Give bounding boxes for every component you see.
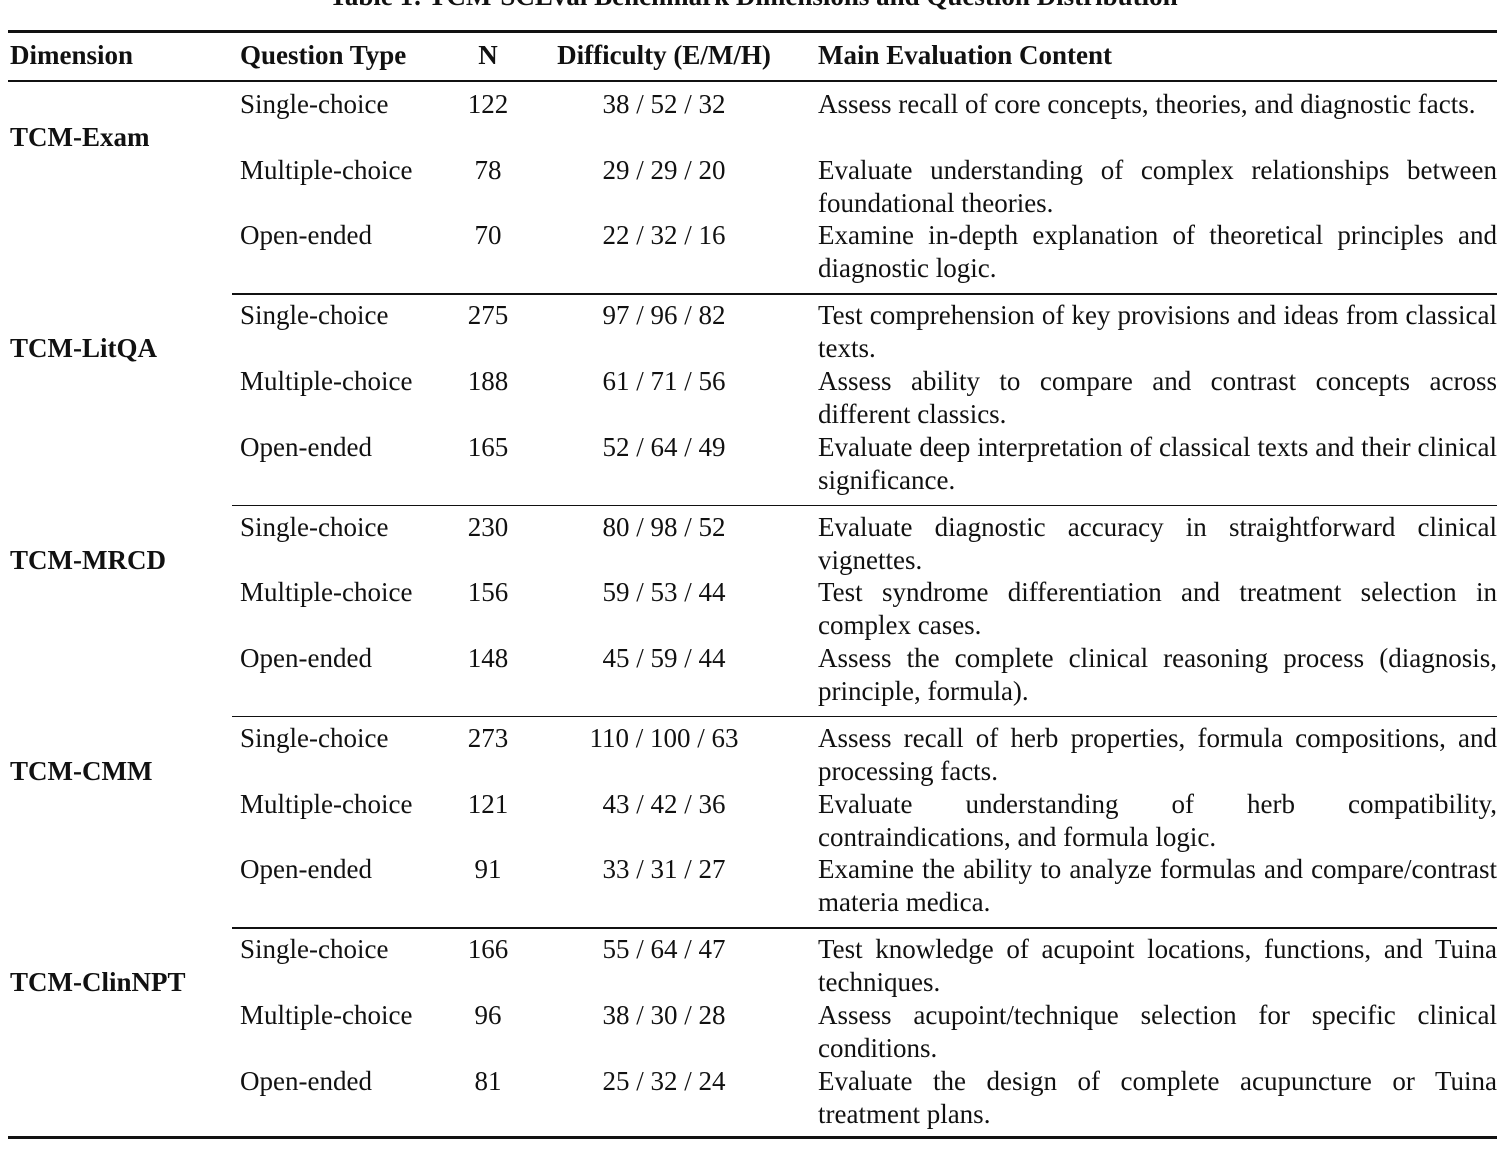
n-cell: 188: [467, 366, 509, 396]
dimension-cell: TCM-CMM: [10, 755, 153, 786]
content-cell: Evaluate diagnostic accuracy in straight…: [818, 511, 1497, 575]
type-cell: Single-choice: [240, 934, 389, 965]
n-cell: 166: [467, 934, 509, 965]
type-cell: Single-choice: [240, 511, 389, 542]
n-cell: 122: [467, 89, 509, 119]
group-rule: [232, 504, 1497, 507]
type-cell: Multiple-choice: [240, 154, 413, 185]
n-cell: 81: [474, 1065, 502, 1096]
n-cell: 165: [467, 431, 509, 462]
dimension-cell: TCM-ClinNPT: [10, 967, 186, 998]
bottom-rule: [8, 1136, 1497, 1139]
n-cell: 78: [474, 154, 502, 185]
n-cell: 96: [474, 999, 502, 1030]
type-cell: Open-ended: [240, 1065, 372, 1096]
content-cell: Assess ability to compare and contrast c…: [818, 366, 1497, 429]
content-cell: Evaluate understanding of complex relati…: [818, 154, 1497, 218]
content-cell: Evaluate the design of complete acupunct…: [818, 1065, 1497, 1129]
n-cell: 230: [467, 511, 509, 542]
difficulty-cell: 38 / 52 / 32: [602, 89, 726, 119]
content-cell: Evaluate understanding of herb compatibi…: [818, 788, 1497, 852]
n-cell: 148: [467, 643, 509, 673]
table-caption: Table 1: TCM-SCEval Benchmark Dimensions…: [0, 0, 1507, 13]
group-rule: [232, 927, 1497, 929]
n-cell: 156: [467, 577, 509, 608]
type-cell: Multiple-choice: [240, 999, 413, 1030]
difficulty-cell: 80 / 98 / 52: [602, 511, 726, 542]
top-rule: [8, 30, 1497, 33]
group-rule: [232, 293, 1497, 295]
difficulty-cell: 38 / 30 / 28: [602, 999, 726, 1030]
type-cell: Open-ended: [240, 220, 372, 251]
type-cell: Single-choice: [240, 722, 389, 753]
type-cell: Multiple-choice: [240, 577, 413, 608]
n-cell: 91: [474, 854, 502, 885]
dimension-cell: TCM-MRCD: [10, 544, 166, 575]
difficulty-cell: 55 / 64 / 47: [602, 934, 726, 965]
dimension-cell: TCM-LitQA: [10, 333, 157, 364]
header-cell: Question Type: [240, 40, 407, 70]
difficulty-cell: 61 / 71 / 56: [602, 366, 726, 396]
content-cell: Assess recall of herb properties, formul…: [818, 722, 1497, 786]
type-cell: Open-ended: [240, 643, 372, 673]
content-cell: Examine in-depth explanation of theoreti…: [818, 220, 1497, 284]
dimension-cell: TCM-Exam: [10, 122, 150, 152]
type-cell: Open-ended: [240, 431, 372, 462]
difficulty-cell: 43 / 42 / 36: [602, 788, 726, 819]
content-cell: Assess recall of core concepts, theories…: [818, 89, 1476, 119]
n-cell: 121: [467, 788, 509, 819]
difficulty-cell: 45 / 59 / 44: [602, 643, 726, 673]
type-cell: Open-ended: [240, 854, 372, 885]
n-cell: 275: [467, 300, 509, 331]
type-cell: Single-choice: [240, 300, 389, 331]
difficulty-cell: 59 / 53 / 44: [602, 577, 726, 608]
header-cell: N: [478, 40, 498, 70]
type-cell: Multiple-choice: [240, 366, 413, 396]
group-rule: [232, 715, 1497, 718]
type-cell: Multiple-choice: [240, 788, 413, 819]
content-cell: Test comprehension of key provisions and…: [818, 300, 1497, 364]
content-cell: Evaluate deep interpretation of classica…: [818, 431, 1497, 495]
header-cell: Main Evaluation Content: [818, 40, 1113, 70]
difficulty-cell: 97 / 96 / 82: [602, 300, 726, 331]
content-cell: Test syndrome differentiation and treatm…: [818, 577, 1497, 641]
difficulty-cell: 52 / 64 / 49: [602, 431, 726, 462]
header-cell: Dimension: [10, 40, 134, 70]
content-cell: Assess acupoint/technique selection for …: [818, 999, 1497, 1063]
difficulty-cell: 29 / 29 / 20: [602, 154, 726, 185]
difficulty-cell: 110 / 100 / 63: [589, 722, 739, 753]
n-cell: 70: [474, 220, 502, 251]
difficulty-cell: 22 / 32 / 16: [602, 220, 726, 251]
difficulty-cell: 33 / 31 / 27: [602, 854, 726, 885]
n-cell: 273: [467, 722, 509, 753]
content-cell: Assess the complete clinical reasoning p…: [818, 643, 1497, 706]
type-cell: Single-choice: [240, 89, 389, 119]
header-rule: [8, 80, 1497, 82]
difficulty-cell: 25 / 32 / 24: [602, 1065, 726, 1096]
content-cell: Test knowledge of acupoint locations, fu…: [818, 934, 1497, 998]
content-cell: Examine the ability to analyze formulas …: [818, 854, 1497, 918]
header-cell: Difficulty (E/M/H): [557, 40, 771, 70]
